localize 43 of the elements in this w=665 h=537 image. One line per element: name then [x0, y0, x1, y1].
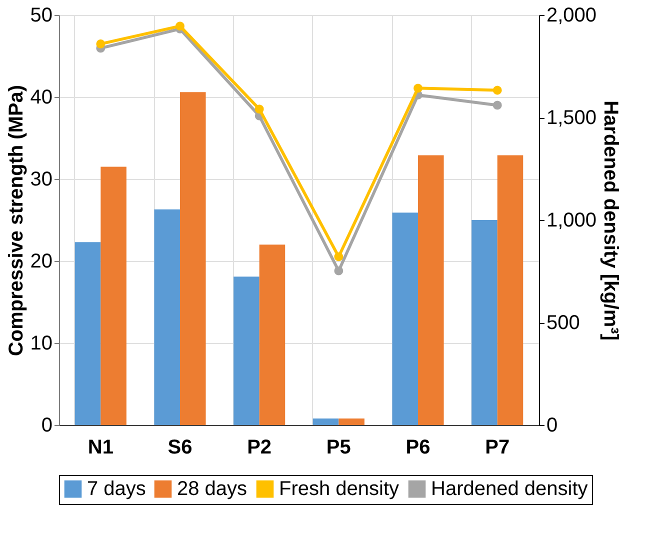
x-tick-label: P7 [485, 436, 510, 458]
y-tick-label: 0 [41, 414, 52, 436]
legend-label: Fresh density [279, 478, 400, 500]
bar [259, 244, 286, 425]
bar [338, 418, 364, 425]
point [176, 22, 184, 31]
bar [154, 209, 180, 425]
x-tick-label: P2 [247, 436, 272, 458]
x-tick-label: P5 [326, 436, 351, 458]
bar [312, 418, 339, 425]
y2-axis-title: Hardened density [kg/m³] [600, 100, 622, 341]
y2-tick-label: 0 [546, 414, 558, 436]
legend-label: 28 days [177, 478, 248, 500]
point [334, 266, 344, 276]
y-tick-label: 40 [30, 86, 52, 108]
y-tick-label: 20 [30, 250, 52, 272]
x-tick-label: S6 [168, 436, 192, 458]
bar [74, 242, 101, 425]
bar [497, 155, 524, 425]
bar [180, 92, 206, 425]
y2-tick-label: 1,000 [546, 210, 597, 232]
bar [234, 276, 260, 425]
y2-tick-label: 500 [546, 312, 580, 334]
bar [418, 155, 444, 425]
bar [392, 212, 418, 425]
legend-label: 7 days [87, 478, 146, 500]
bar [100, 166, 126, 425]
y-tick-label: 30 [30, 168, 52, 190]
bar [472, 220, 498, 425]
point [414, 84, 422, 93]
y-tick-label: 10 [30, 332, 52, 354]
point [492, 86, 502, 95]
x-tick-label: N1 [88, 436, 114, 458]
point [254, 104, 264, 114]
point [96, 39, 106, 48]
point [492, 100, 502, 110]
y2-tick-label: 2,000 [546, 4, 597, 26]
y-axis-title: Compressive strength (MPa) [5, 84, 28, 356]
point [334, 252, 344, 262]
y2-tick-label: 1,500 [546, 107, 597, 129]
legend-label: Hardened density [431, 478, 588, 500]
x-tick-label: P6 [406, 436, 430, 458]
y-tick-label: 50 [30, 4, 52, 26]
